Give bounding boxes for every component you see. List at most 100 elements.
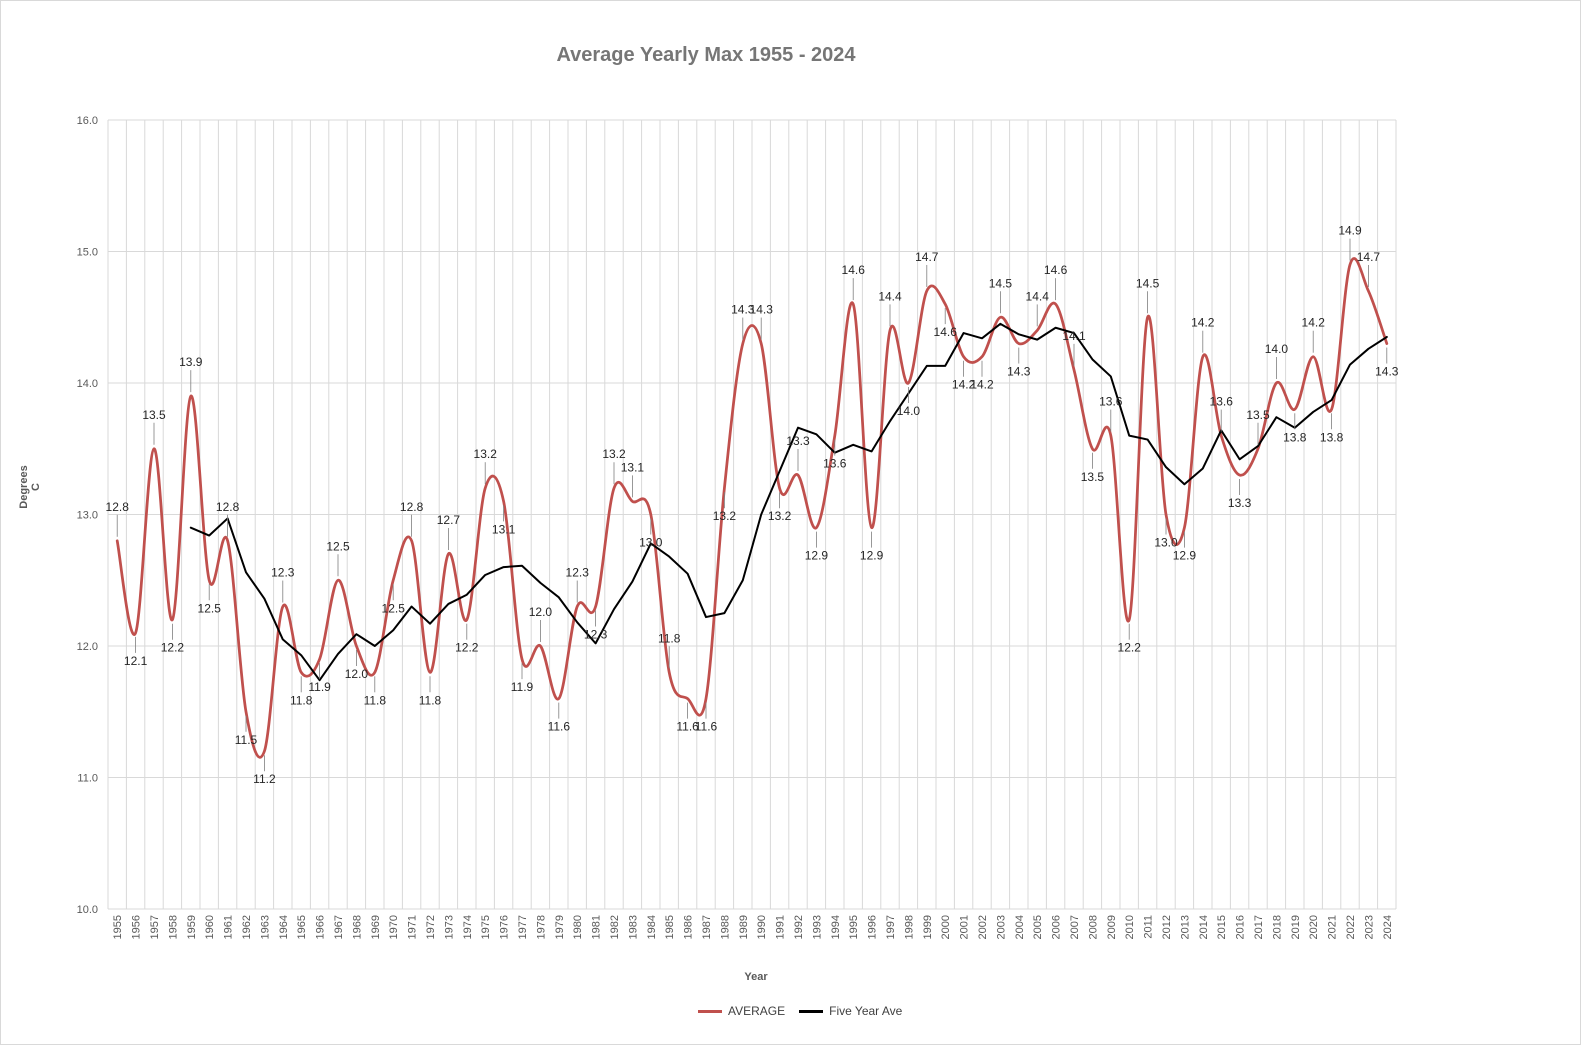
x-tick-label: 2015 bbox=[1216, 915, 1228, 939]
data-label: 14.3 bbox=[1375, 365, 1399, 379]
gridlines bbox=[107, 119, 1397, 910]
x-tick-label: 2023 bbox=[1363, 915, 1375, 939]
x-tick-label: 2008 bbox=[1087, 915, 1099, 939]
x-tick-label: 2005 bbox=[1032, 915, 1044, 939]
data-label: 14.2 bbox=[1191, 316, 1215, 330]
x-tick-label: 1975 bbox=[480, 915, 492, 939]
x-tick-label: 2022 bbox=[1345, 915, 1357, 939]
x-tick-label: 2019 bbox=[1290, 915, 1302, 939]
legend-swatch-five-year-ave bbox=[799, 1009, 824, 1013]
x-tick-label: 1976 bbox=[499, 915, 511, 939]
data-label: 11.8 bbox=[658, 631, 681, 645]
y-tick-label: 16.0 bbox=[77, 115, 98, 127]
data-label: 12.3 bbox=[566, 566, 590, 580]
x-tick-label: 1972 bbox=[425, 915, 437, 939]
legend-item-five-year-ave: Five Year Ave bbox=[799, 1004, 902, 1018]
x-tick-label: 1977 bbox=[517, 915, 529, 939]
x-tick-label: 1961 bbox=[223, 915, 235, 939]
data-label: 12.9 bbox=[805, 549, 829, 563]
x-tick-label: 1966 bbox=[315, 915, 327, 939]
x-tick-label: 1964 bbox=[278, 915, 290, 939]
x-tick-label: 1990 bbox=[756, 915, 768, 939]
x-tick-label: 1980 bbox=[572, 915, 584, 939]
data-label: 14.3 bbox=[1007, 365, 1031, 379]
x-tick-label: 2003 bbox=[995, 915, 1007, 939]
x-tick-label: 1983 bbox=[627, 915, 639, 939]
x-tick-label: 1998 bbox=[903, 915, 915, 939]
x-tick-label: 1956 bbox=[131, 915, 143, 939]
data-label: 13.6 bbox=[1099, 395, 1123, 409]
data-label: 12.5 bbox=[198, 601, 222, 615]
data-label: 14.1 bbox=[1062, 329, 1086, 343]
x-tick-label: 1991 bbox=[775, 915, 787, 939]
x-tick-label: 2006 bbox=[1051, 915, 1063, 939]
x-tick-label: 1985 bbox=[664, 915, 676, 939]
data-label: 14.3 bbox=[731, 303, 755, 317]
x-tick-label: 1995 bbox=[848, 915, 860, 939]
data-label: 12.2 bbox=[161, 641, 185, 655]
x-tick-label: 1994 bbox=[830, 915, 842, 939]
data-label: 11.9 bbox=[308, 680, 331, 694]
data-label: 12.8 bbox=[216, 500, 240, 514]
data-label: 14.6 bbox=[842, 263, 866, 277]
x-tick-label: 1999 bbox=[922, 915, 934, 939]
data-label: 13.9 bbox=[179, 355, 203, 369]
x-tick-label: 1962 bbox=[241, 915, 253, 939]
x-tick-label: 1988 bbox=[719, 915, 731, 939]
series-lines bbox=[115, 257, 1389, 759]
legend-label-average: AVERAGE bbox=[728, 1004, 786, 1018]
legend: AVERAGE Five Year Ave bbox=[698, 1004, 902, 1018]
x-tick-labels: 1955 1956 1957 1958 1959 1960 1961 1962 1963 1964… bbox=[112, 915, 1394, 939]
data-label: 13.1 bbox=[621, 460, 645, 474]
x-tick-label: 2010 bbox=[1124, 915, 1136, 939]
data-label: 14.0 bbox=[1265, 342, 1289, 356]
x-tick-label: 2012 bbox=[1161, 915, 1173, 939]
data-label: 14.3 bbox=[750, 303, 774, 317]
y-tick-label: 12.0 bbox=[77, 641, 98, 653]
x-tick-label: 1970 bbox=[388, 915, 400, 939]
x-tick-label: 2014 bbox=[1198, 915, 1210, 939]
x-tick-label: 1960 bbox=[204, 915, 216, 939]
data-label: 12.2 bbox=[1118, 641, 1142, 655]
data-label: 14.7 bbox=[1357, 250, 1381, 264]
x-axis-title: Year bbox=[744, 971, 768, 983]
data-label: 12.5 bbox=[382, 601, 406, 615]
data-label: 11.6 bbox=[676, 720, 699, 734]
data-label: 11.5 bbox=[235, 733, 258, 747]
data-label: 12.3 bbox=[271, 566, 295, 580]
x-tick-label: 1969 bbox=[370, 915, 382, 939]
data-label: 11.6 bbox=[548, 720, 571, 734]
x-tick-label: 1955 bbox=[112, 915, 124, 939]
data-label: 11.8 bbox=[364, 693, 387, 707]
x-tick-label: 1981 bbox=[591, 915, 603, 939]
data-label: 13.0 bbox=[1154, 536, 1178, 550]
data-label: 13.2 bbox=[713, 509, 737, 523]
data-label: 12.0 bbox=[529, 605, 553, 619]
x-tick-label: 1968 bbox=[351, 915, 363, 939]
data-label: 11.6 bbox=[695, 720, 718, 734]
data-label: 13.3 bbox=[786, 434, 810, 448]
data-label: 14.2 bbox=[1302, 316, 1326, 330]
x-tick-label: 1974 bbox=[462, 915, 474, 939]
x-tick-label: 2004 bbox=[1014, 915, 1026, 939]
data-label: 11.8 bbox=[290, 693, 313, 707]
data-label: 13.2 bbox=[474, 447, 498, 461]
x-tick-label: 1958 bbox=[167, 915, 179, 939]
x-tick-label: 2018 bbox=[1271, 915, 1283, 939]
data-label: 13.2 bbox=[602, 447, 626, 461]
data-label: 14.4 bbox=[1026, 289, 1050, 303]
data-label: 13.6 bbox=[823, 457, 847, 471]
y-tick-label: 10.0 bbox=[77, 904, 98, 916]
data-label: 13.3 bbox=[1228, 496, 1252, 510]
data-label: 12.7 bbox=[437, 513, 461, 527]
legend-label-five-year-ave: Five Year Ave bbox=[829, 1004, 903, 1018]
data-label: 13.6 bbox=[1210, 395, 1234, 409]
data-label: 11.2 bbox=[253, 772, 276, 786]
y-tick-label: 13.0 bbox=[77, 510, 98, 522]
legend-swatch-average bbox=[698, 1009, 722, 1013]
data-label: 14.9 bbox=[1338, 224, 1362, 238]
x-tick-label: 1963 bbox=[259, 915, 271, 939]
x-tick-label: 1984 bbox=[646, 915, 658, 939]
